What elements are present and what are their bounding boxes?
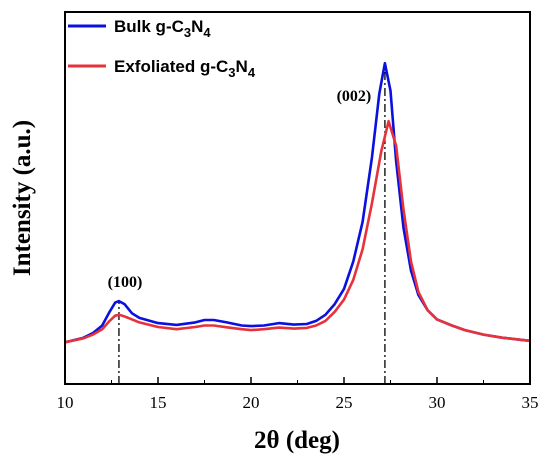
x-tick-label: 30 [429, 393, 446, 412]
plot-layer [64, 61, 531, 384]
legend-label-bulk-sub2: 4 [203, 25, 211, 40]
x-tick-label: 25 [336, 393, 353, 412]
x-tick-label: 15 [150, 393, 167, 412]
series-line-exfoliated [64, 119, 531, 344]
legend: Bulk g-C3N4 Exfoliated g-C3N4 [68, 17, 256, 80]
legend-label-exfoliated: Exfoliated g-C3N4 [114, 57, 256, 80]
legend-label-exfoliated-mid: N [236, 57, 248, 76]
legend-label-exfoliated-sub1: 3 [228, 65, 235, 80]
x-axis-ticks: 10 15 20 25 30 35 [57, 377, 539, 412]
x-tick-label: 35 [522, 393, 539, 412]
legend-label-bulk: Bulk g-C3N4 [114, 17, 211, 40]
legend-label-exfoliated-base: Exfoliated g-C [114, 57, 228, 76]
x-axis-title: 2θ (deg) [254, 427, 340, 454]
series-line-bulk [64, 61, 531, 344]
x-tick-label: 20 [243, 393, 260, 412]
x-tick-label: 10 [57, 393, 74, 412]
peak-label-100: (100) [108, 274, 143, 291]
peak-label-002: (002) [337, 88, 372, 105]
legend-label-bulk-base: Bulk g-C [114, 17, 184, 36]
y-axis-title: Intensity (a.u.) [9, 120, 36, 276]
legend-label-bulk-mid: N [191, 17, 203, 36]
legend-label-bulk-sub1: 3 [184, 25, 191, 40]
legend-label-exfoliated-sub2: 4 [248, 65, 256, 80]
